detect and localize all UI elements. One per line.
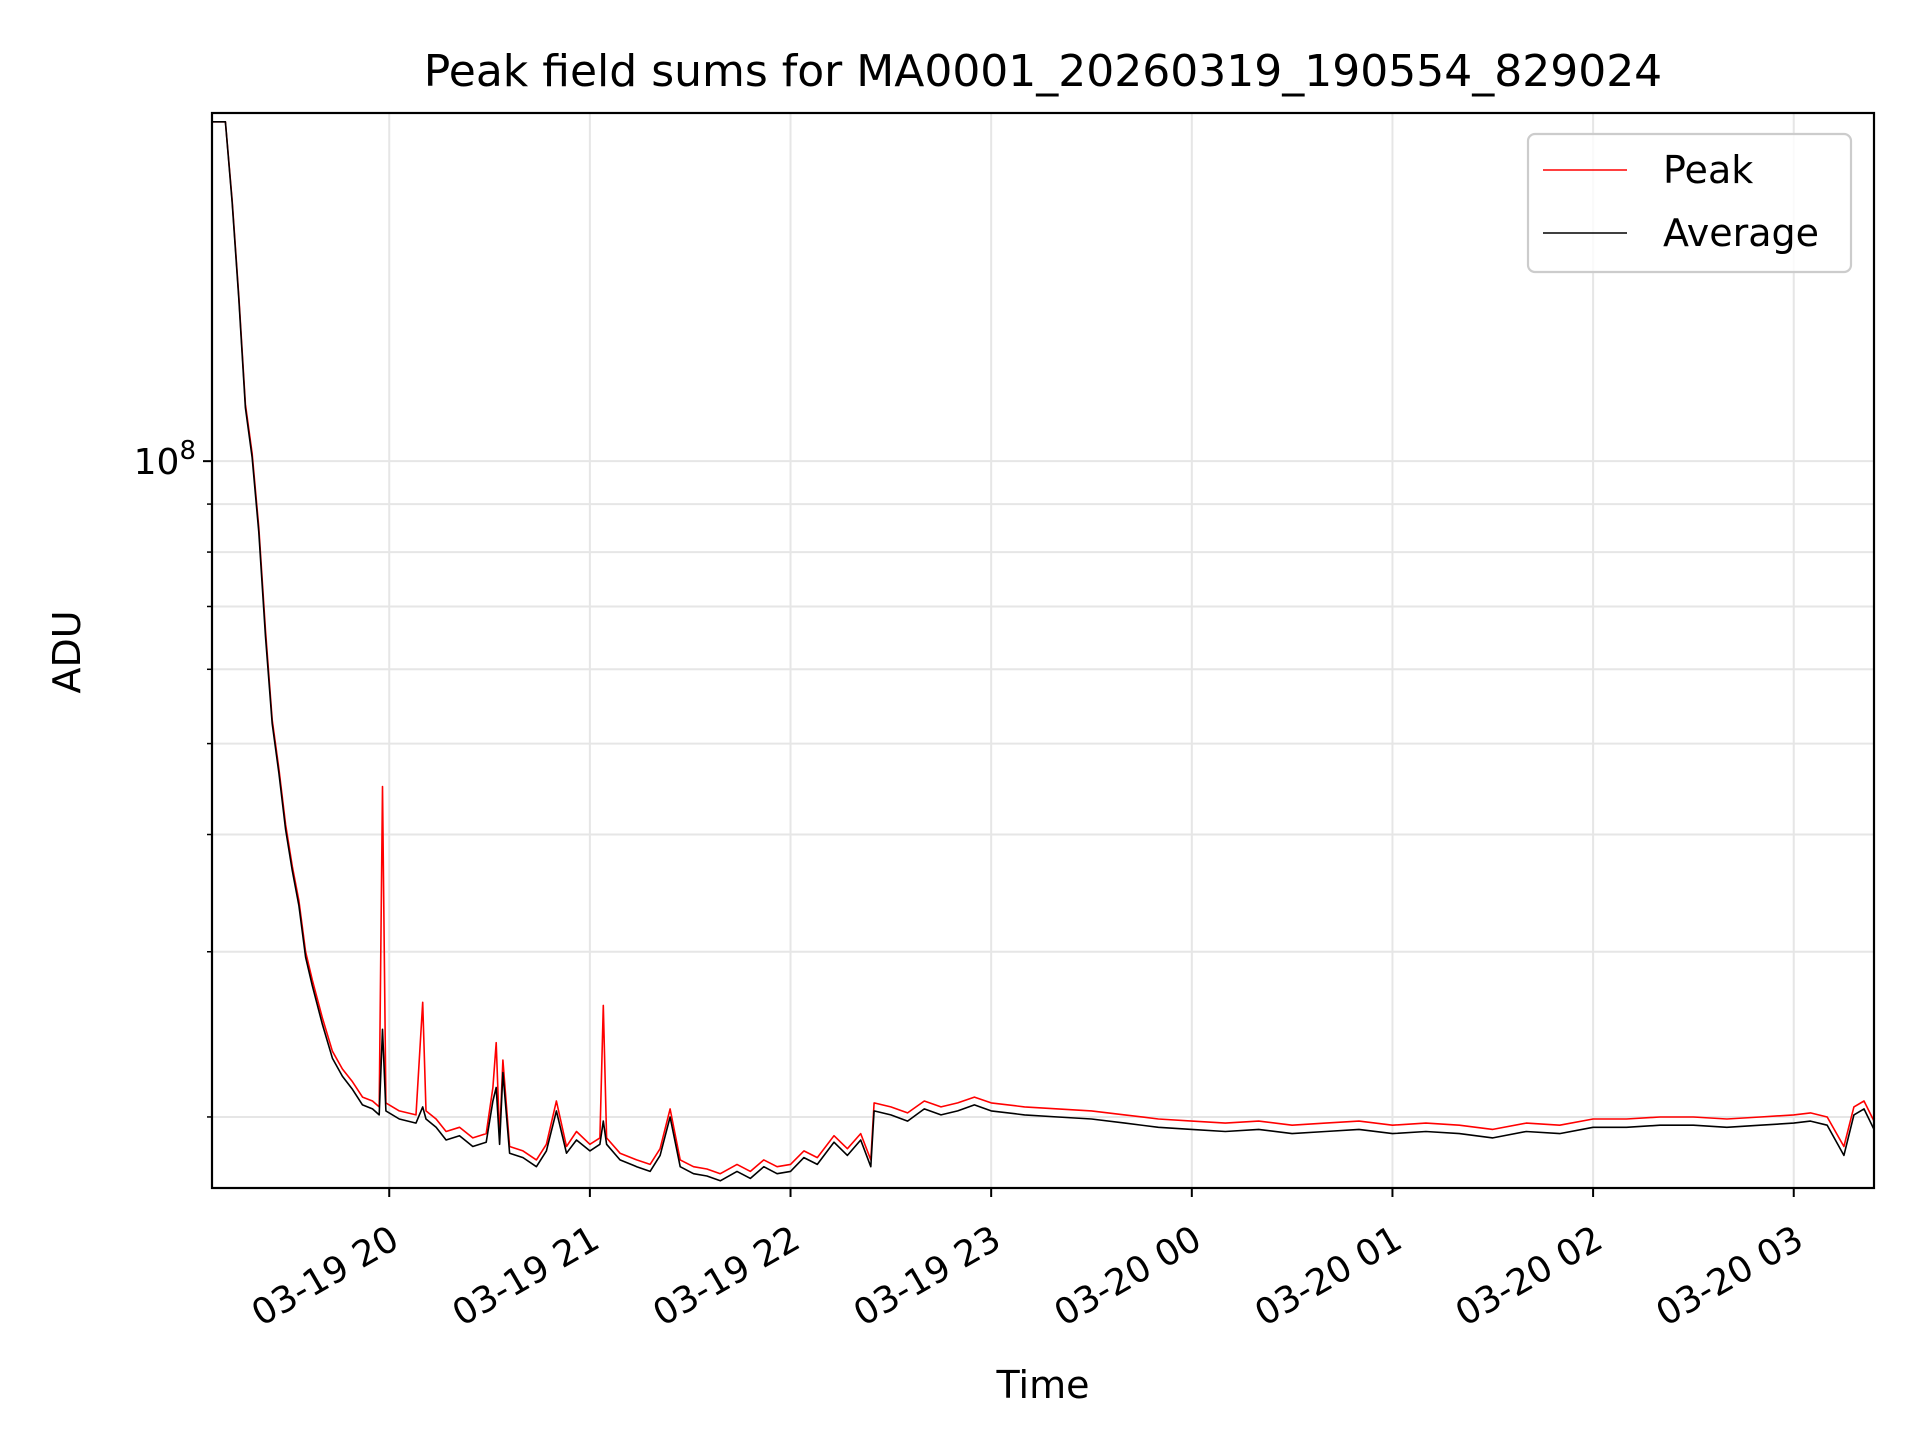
legend-label-peak: Peak: [1663, 148, 1753, 192]
legend-label-average: Average: [1663, 211, 1819, 255]
plot-area: [212, 121, 1874, 1182]
legend-box: [1526, 132, 1853, 274]
y-axis-ticks: 108: [134, 436, 212, 1118]
legend: Peak Average: [1526, 132, 1853, 274]
x-axis-title: Time: [996, 1363, 1090, 1407]
axes-frame: [210, 111, 1876, 1190]
series-line-peak: [212, 121, 1874, 1175]
y-axis-title: ADU: [45, 610, 89, 693]
series-line-average: [212, 121, 1874, 1182]
chart-title: Peak field sums for MA0001_20260319_1905…: [424, 46, 1662, 97]
y-tick-label: 108: [134, 436, 196, 483]
